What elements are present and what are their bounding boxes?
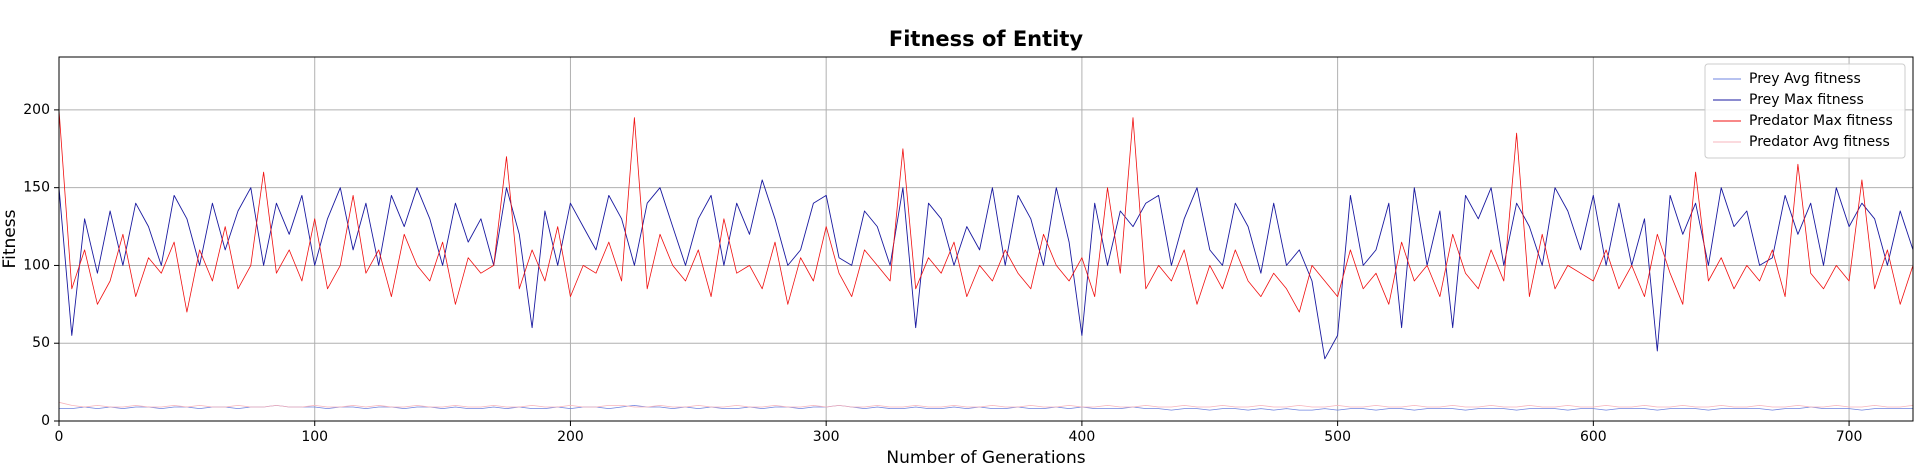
data-line (58, 109, 1914, 313)
x-tick-label: 600 (1580, 429, 1607, 445)
data-line (58, 401, 1914, 408)
plot-frame (58, 56, 1914, 422)
chart-title: Fitness of Entity (889, 27, 1084, 51)
y-axis-label: Fitness (0, 209, 20, 268)
x-axis-label: Number of Generations (886, 448, 1085, 463)
legend: Prey Avg fitness Prey Max fitness Predator… (1704, 63, 1906, 159)
legend-label: Prey Avg fitness (1749, 71, 1861, 87)
legend-label: Prey Max fitness (1749, 92, 1864, 108)
x-tick-label: 700 (1836, 429, 1863, 445)
y-tick-label: 200 (23, 102, 50, 118)
x-tick-label: 500 (1324, 429, 1351, 445)
y-tick-label: 0 (41, 413, 50, 429)
legend-label: Predator Max fitness (1749, 113, 1893, 129)
x-tick-label: 300 (813, 429, 840, 445)
x-tick-label: 0 (55, 429, 64, 445)
data-line (59, 405, 1913, 411)
y-tick-label: 50 (32, 335, 50, 351)
legend-label: Predator Avg fitness (1749, 134, 1890, 150)
legend-box (1704, 63, 1906, 159)
x-tick-label: 100 (301, 429, 328, 445)
y-tick-label: 100 (23, 257, 50, 273)
data-line (58, 179, 1914, 360)
y-tick-label: 150 (23, 180, 50, 196)
x-tick-label: 200 (557, 429, 584, 445)
x-tick-label: 400 (1069, 429, 1096, 445)
